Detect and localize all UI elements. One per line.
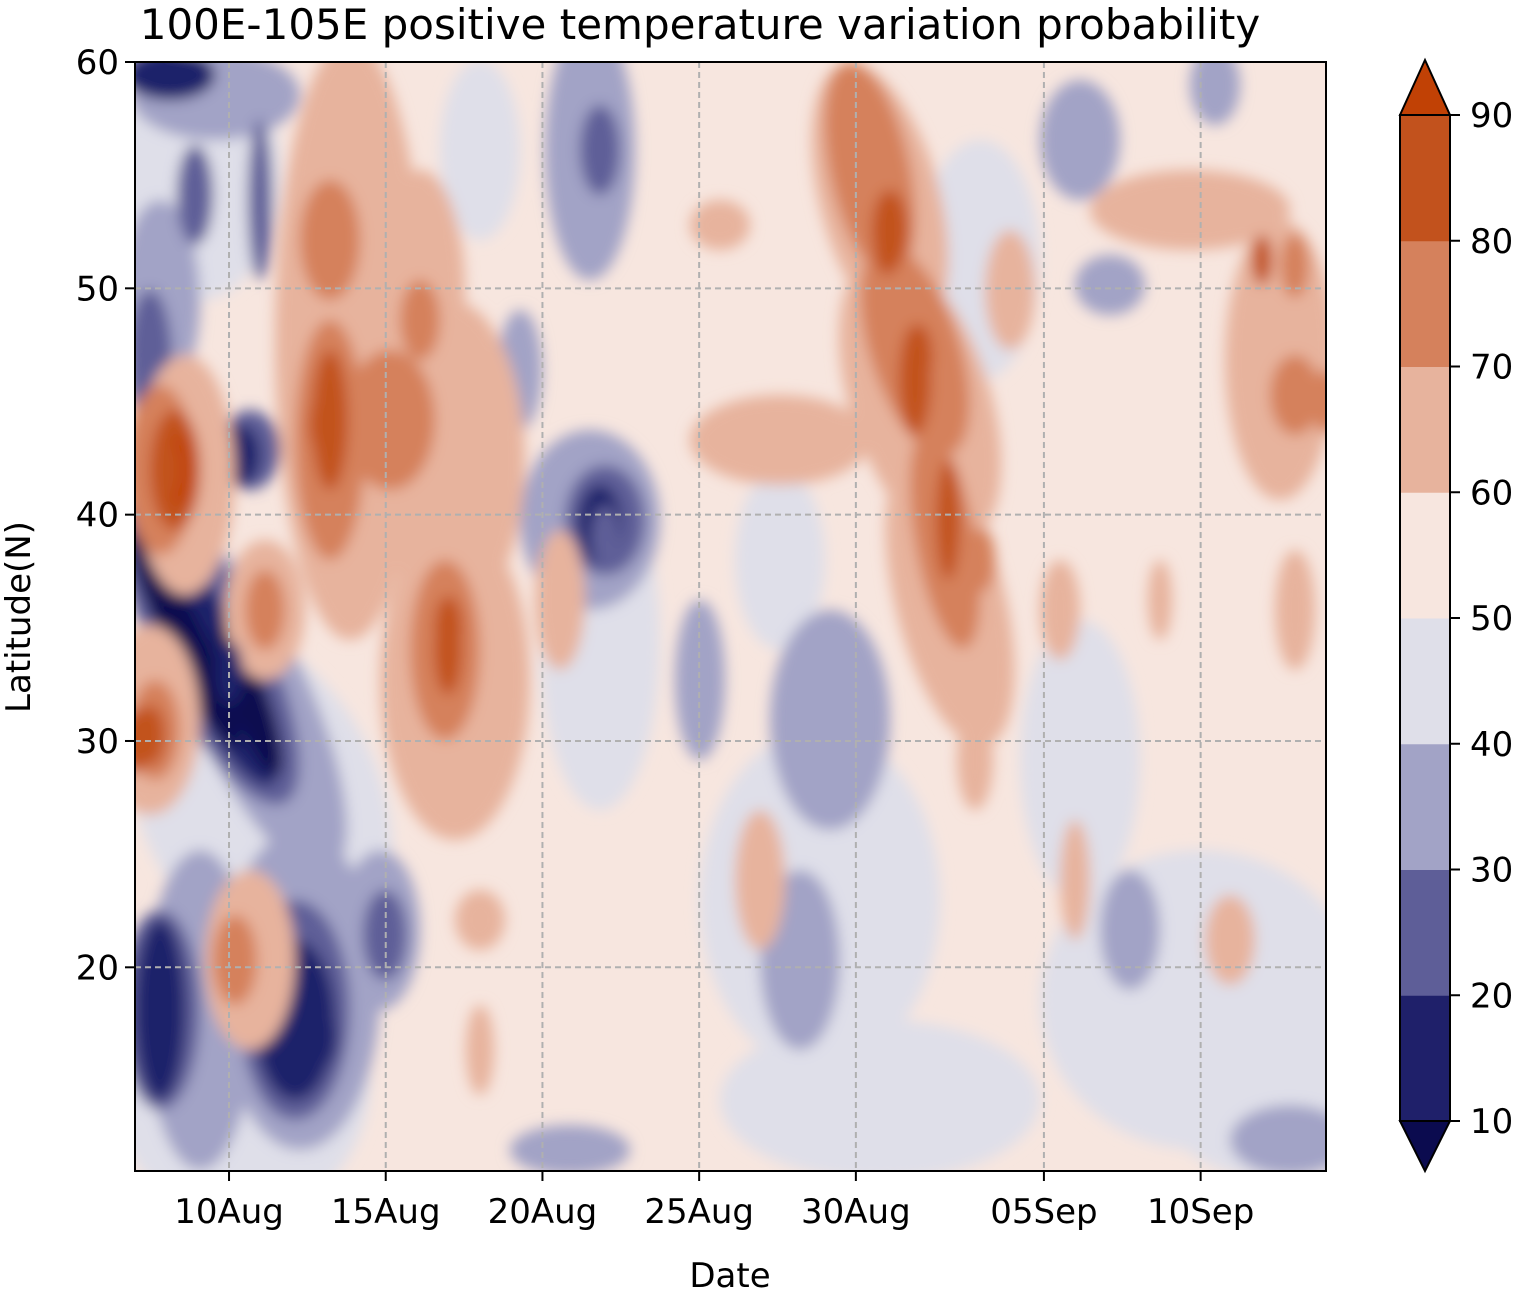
grid-lines [135,61,1326,1171]
contour-region [580,105,620,195]
contour-feature [309,1003,338,1068]
contour-region [135,62,215,100]
contour-region [466,1005,494,1095]
chart-title: 100E-105E positive temperature variation… [139,0,1261,49]
y-tick-label: 20 [76,948,119,988]
contour-feature [1280,233,1309,298]
colorbar-tick-label: 60 [1470,473,1513,513]
contour-region [1205,895,1255,985]
x-tick-label: 10Aug [174,1192,284,1232]
contour-feature [135,708,149,773]
contour-region [510,1125,630,1171]
contour-region [1020,620,1140,900]
y-axis-label: Latitude(N) [0,521,39,713]
colorbar-tick-label: 50 [1470,599,1513,639]
colorbar-tick-label: 80 [1470,222,1513,262]
contour-region [1190,62,1240,125]
contour-region [1252,235,1272,285]
colorbar-extend-max [1398,57,1452,116]
contour-region [1040,80,1120,200]
y-axis: 20 30 40 50 60 [76,43,135,988]
contour-feature [591,505,620,570]
contour-feature [152,1003,181,1068]
x-tick-label: 20Aug [488,1192,598,1232]
contour-region [535,530,585,670]
contour-region [245,570,285,650]
colorbar-segment [1400,240,1450,367]
x-axis-label: Date [689,1256,770,1290]
contour-region [300,180,360,300]
contour-region [957,710,993,810]
y-tick-label: 30 [76,722,119,762]
colorbar-segment [1400,618,1450,745]
colorbar-tick-label: 10 [1470,1102,1513,1142]
contour-region [213,915,257,1005]
contour-region [135,531,241,749]
contour-region [177,145,213,245]
contour-region [1270,355,1320,435]
colorbar-tick-label: 20 [1470,976,1513,1016]
contour-region [1148,560,1172,640]
contour-region [690,395,870,485]
contour-region [400,280,440,360]
contour-region [690,200,750,250]
contour-feature [152,437,181,502]
contour-region [985,230,1035,350]
contour-region [1100,870,1160,990]
x-tick-label: 10Sep [1147,1192,1254,1232]
contour-feature [434,595,463,660]
colorbar-tick-label: 70 [1470,348,1513,388]
y-tick-label: 50 [76,269,119,309]
x-tick-label: 25Aug [644,1192,754,1232]
contour-region [440,62,520,240]
plot-area [135,62,1326,1171]
contour-region [936,460,960,580]
colorbar-segment [1400,743,1450,870]
x-tick-label: 15Aug [331,1192,441,1232]
x-tick-label: 05Sep [990,1192,1097,1232]
colorbar-segment [1400,995,1450,1122]
contour-feature [904,324,933,389]
y-tick-label: 40 [76,496,119,536]
colorbar-segment [1400,492,1450,619]
contour-region [248,120,272,280]
contour-region [1090,170,1290,250]
contour-feature [967,527,996,592]
colorbar-segment [1400,115,1450,242]
plot-frame [134,61,1327,1172]
x-axis: 10Aug 15Aug 20Aug 25Aug 30Aug 05Sep 10Sep [174,1171,1254,1232]
contour-region [1225,220,1326,500]
contour-region [1275,550,1315,670]
contour-feature [309,392,338,457]
colorbar-tick-label: 90 [1470,96,1513,136]
colorbar-tick-label: 40 [1470,725,1513,765]
contour-region [720,1020,1040,1171]
contour-region [735,810,785,950]
y-tick-label: 60 [76,43,119,83]
contour-feature [1312,369,1326,434]
colorbar-segment [1400,366,1450,493]
contour-fills [135,62,1326,1171]
contour-region [1230,1105,1326,1171]
colorbar-extend-min [1398,1120,1452,1174]
contour-region [675,600,725,760]
x-tick-label: 30Aug [801,1192,911,1232]
contour-region [1060,820,1090,940]
contour-region [1040,560,1080,660]
contour-region [770,610,890,830]
colorbar-tick-label: 30 [1470,851,1513,891]
contour-feature [873,211,902,276]
contour-region [455,890,505,950]
colorbar-segment [1400,869,1450,996]
contour-region [1075,255,1145,315]
colorbar: 10 20 30 40 50 60 70 80 90 [1398,57,1513,1174]
contour-region [345,350,435,490]
